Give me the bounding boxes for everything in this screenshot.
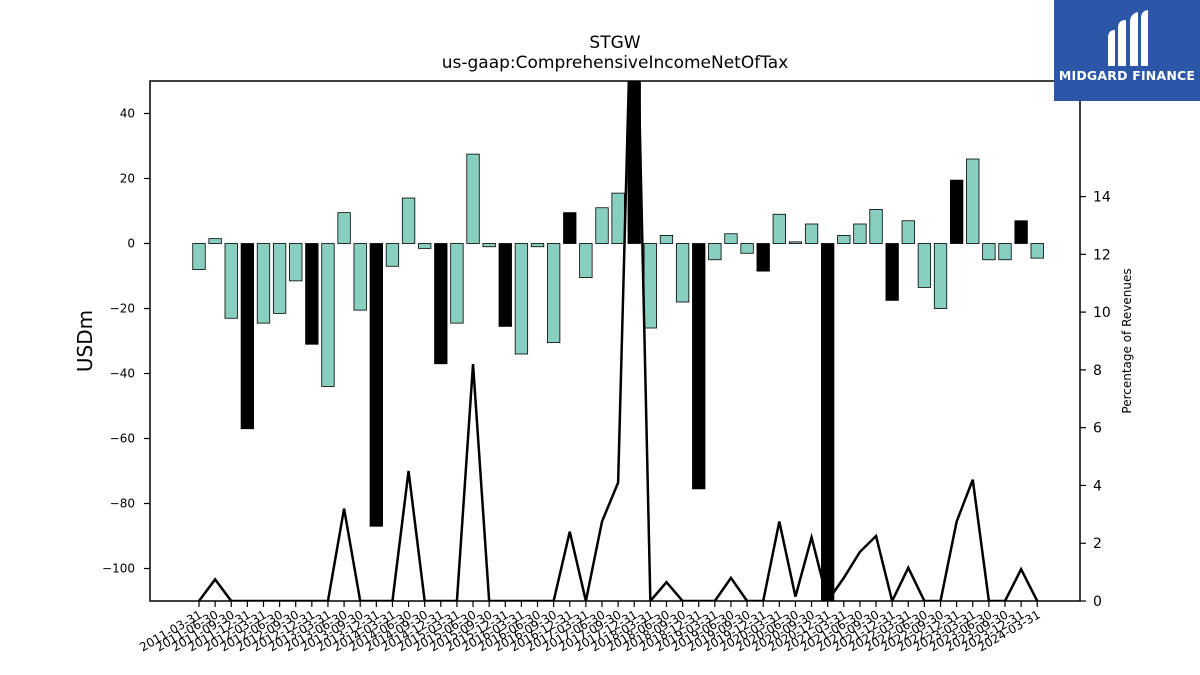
y2-tick-label: 10	[1093, 305, 1111, 321]
bar-2014-09-30	[418, 243, 432, 249]
bar-2022-03-31	[901, 220, 915, 244]
bar-2017-06-30	[595, 207, 609, 244]
y2-tick-label: 2	[1093, 536, 1102, 552]
bar-2014-03-31	[385, 243, 400, 267]
bar-2013-12-31	[369, 243, 383, 527]
bar-2013-09-30	[353, 243, 367, 311]
y2-tick-label: 4	[1093, 478, 1102, 494]
bar-2018-12-31	[692, 243, 706, 490]
bar-2015-09-30	[482, 243, 496, 248]
bar-2019-09-30	[740, 243, 754, 254]
bar-2011-12-31	[240, 243, 255, 430]
bar-2022-06-30	[917, 243, 932, 288]
bar-2012-09-30	[289, 243, 303, 282]
bar-2015-03-31	[450, 243, 464, 324]
bar-2019-03-31	[708, 243, 722, 261]
bar-2016-09-30	[546, 243, 561, 344]
bar-2015-12-31	[498, 243, 512, 327]
bar-2021-12-31	[885, 243, 899, 301]
y-tick-label: 20	[120, 172, 135, 186]
axes-layer: −100−80−60−40−2002040024681012142011-03-…	[102, 107, 1111, 655]
bar-2011-03-31	[192, 243, 206, 270]
bar-2021-03-31	[837, 234, 851, 244]
bar-2023-12-31	[1014, 220, 1028, 244]
chart-title: STGW	[589, 33, 640, 53]
y-tick-label: −100	[102, 562, 135, 576]
bar-2017-12-31	[627, 81, 641, 244]
bar-2021-06-30	[853, 223, 867, 244]
y-tick-label: −20	[110, 302, 135, 316]
y2-tick-label: 6	[1093, 421, 1102, 437]
bar-2021-09-30	[869, 208, 883, 244]
bar-2020-06-30	[788, 241, 803, 244]
bar-2020-12-31	[821, 243, 835, 601]
bar-2011-06-30	[208, 238, 222, 244]
bar-2023-03-31	[966, 158, 980, 244]
bar-2018-03-31	[643, 243, 658, 329]
bar-2018-09-30	[675, 243, 690, 303]
bar-2014-12-31	[434, 243, 448, 365]
bar-2018-06-30	[659, 234, 674, 244]
y2-axis-label: Percentage of Revenues	[1120, 268, 1134, 413]
y-tick-label: 40	[120, 107, 135, 121]
y-tick-label: −40	[110, 367, 135, 381]
bar-2022-12-31	[949, 179, 964, 244]
bar-2012-03-31	[256, 243, 271, 324]
line-layer	[197, 81, 1039, 601]
bar-2014-06-30	[401, 197, 416, 244]
bar-2013-03-31	[321, 243, 335, 387]
y2-tick-label: 0	[1093, 594, 1102, 610]
y-axis-label: USDm	[73, 310, 97, 372]
bar-2012-12-31	[305, 243, 319, 345]
y2-tick-label: 12	[1093, 247, 1111, 263]
bar-2019-06-30	[724, 233, 738, 244]
bar-2016-03-31	[514, 243, 529, 355]
brand-logo: MIDGARD FINANCE	[1054, 0, 1200, 101]
bar-2020-09-30	[804, 223, 819, 244]
bar-2022-09-30	[933, 243, 948, 309]
chart-subtitle: us-gaap:ComprehensiveIncomeNetOfTax	[442, 53, 789, 73]
bar-2016-12-31	[563, 212, 577, 244]
bars-layer	[192, 81, 1044, 601]
bar-2023-06-30	[982, 243, 996, 261]
bar-2013-06-30	[337, 212, 351, 244]
bar-2012-06-30	[272, 243, 287, 314]
bar-2019-12-31	[756, 243, 770, 272]
percentage-line	[197, 81, 1039, 601]
bar-2011-09-30	[224, 243, 238, 319]
bar-2015-06-30	[466, 153, 480, 244]
y-tick-label: −80	[110, 497, 135, 511]
y-tick-label: 0	[127, 237, 135, 251]
bar-2017-09-30	[611, 192, 625, 244]
bar-2020-03-31	[772, 213, 786, 244]
y-tick-label: −60	[110, 432, 135, 446]
y2-tick-label: 14	[1093, 190, 1111, 206]
bar-2016-06-30	[530, 243, 545, 248]
logo-mark-icon	[1108, 10, 1148, 66]
logo-text: MIDGARD FINANCE	[1058, 68, 1196, 83]
bar-2023-09-30	[998, 243, 1012, 261]
plot-frame	[149, 80, 1081, 602]
bar-2017-03-31	[579, 243, 593, 279]
bar-2024-03-31	[1030, 243, 1044, 259]
y2-tick-label: 8	[1093, 363, 1102, 379]
